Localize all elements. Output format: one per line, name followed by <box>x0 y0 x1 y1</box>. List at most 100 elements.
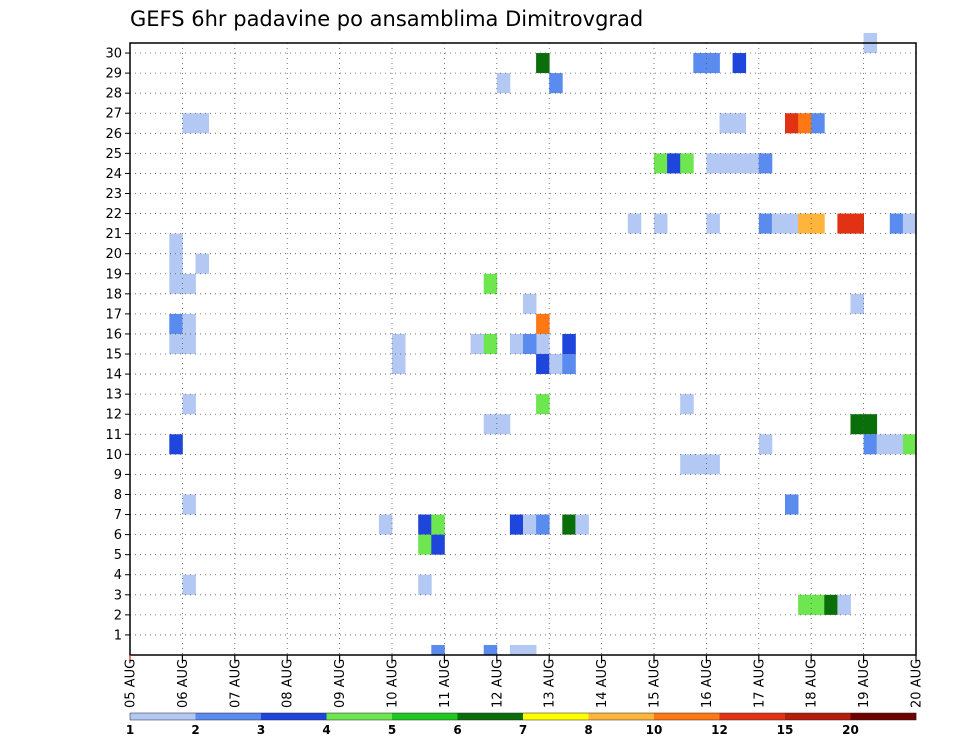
x-tick-label: 10 AUG <box>386 659 401 708</box>
heatmap-cell <box>667 153 681 174</box>
y-tick-label: 21 <box>105 227 122 242</box>
colorbar-label: 2 <box>191 723 199 737</box>
heatmap-cell <box>169 253 183 274</box>
y-tick-label: 2 <box>114 608 122 623</box>
heatmap-cell <box>483 414 498 435</box>
heatmap-cell <box>654 153 668 174</box>
heatmap-cell <box>523 333 537 355</box>
y-tick-label: 28 <box>105 87 122 102</box>
heatmap-cell <box>523 514 537 535</box>
colorbar-label: 3 <box>257 723 265 737</box>
heatmap-cell <box>562 333 576 355</box>
colorbar-legend: 1 2 3 4 5 6 7 8 10 12 15 20 <box>126 712 917 737</box>
heatmap-cell <box>509 333 524 355</box>
heatmap-cell <box>680 153 694 174</box>
colorbar-label: 1 <box>126 723 134 737</box>
x-tick-label: 18 AUG <box>805 659 820 708</box>
heatmap-cell <box>536 333 550 355</box>
y-tick-label: 16 <box>105 327 122 342</box>
x-tick-label: 12 AUG <box>490 659 505 708</box>
x-tick-label: 13 AUG <box>543 659 558 708</box>
heatmap-cell <box>575 514 589 535</box>
heatmap-cell <box>850 293 864 314</box>
heatmap-cell <box>509 514 524 535</box>
heatmap-cell <box>431 514 445 535</box>
heatmap-cell <box>837 213 851 234</box>
heatmap-cell <box>785 213 799 234</box>
heatmap-cell <box>549 73 563 94</box>
heatmap-cell <box>182 313 196 334</box>
x-tick-label: 06 AUG <box>176 659 191 708</box>
heatmap-cell <box>824 594 838 615</box>
colorbar-label: 20 <box>842 723 859 737</box>
colorbar-label: 10 <box>646 723 663 737</box>
x-tick-label: 17 AUG <box>752 659 767 708</box>
y-tick-label: 18 <box>105 287 122 302</box>
heatmap-cell <box>693 53 707 74</box>
y-axis: 1234567891011121314151617181920212223242… <box>105 47 130 643</box>
y-tick-label: 7 <box>114 508 122 523</box>
plot-frame <box>129 42 917 656</box>
colorbar-frame <box>129 712 917 721</box>
y-tick-label: 6 <box>114 528 122 543</box>
heatmap-cell <box>732 53 747 74</box>
colorbar-swatch <box>654 713 720 720</box>
x-tick-label: 09 AUG <box>333 659 348 708</box>
y-tick-label: 9 <box>114 468 122 483</box>
heatmap-cell <box>798 594 812 615</box>
heatmap-cell <box>182 273 196 294</box>
heatmap-cell <box>169 273 183 294</box>
colorbar-label: 15 <box>777 723 794 737</box>
heatmap-cell <box>378 514 393 535</box>
y-tick-label: 29 <box>105 67 122 82</box>
y-tick-label: 13 <box>105 388 122 403</box>
heatmap-cell <box>719 153 733 174</box>
heatmap-cell <box>693 454 707 475</box>
heatmap-cell <box>536 354 550 375</box>
heatmap-cell <box>483 333 498 355</box>
heatmap-cell <box>496 414 511 435</box>
x-tick-label: 07 AUG <box>228 659 243 708</box>
heatmap-cell <box>758 153 773 174</box>
x-tick-label: 14 AUG <box>595 659 610 708</box>
x-tick-label: 11 AUG <box>438 659 453 708</box>
colorbar-label: 8 <box>584 723 592 737</box>
heatmap-cell <box>418 514 432 535</box>
heatmap-cell <box>483 644 498 655</box>
heatmap-cell <box>798 213 812 234</box>
heatmap-cell <box>811 213 825 234</box>
heatmap-cell <box>785 113 799 134</box>
heatmap-cell <box>536 514 550 535</box>
y-tick-label: 19 <box>105 267 122 282</box>
heatmap-cell <box>536 394 550 415</box>
heatmap-cell <box>902 434 917 455</box>
heatmap-cell <box>706 213 720 234</box>
y-tick-label: 23 <box>105 187 122 202</box>
colorbar-swatch <box>130 713 196 720</box>
colorbar-swatch <box>850 713 917 720</box>
heatmap-cell <box>719 113 733 134</box>
y-tick-label: 12 <box>105 408 122 423</box>
y-tick-label: 17 <box>105 307 122 322</box>
colorbar-label: 4 <box>322 723 330 737</box>
heatmap-cell <box>169 333 183 355</box>
colorbar-label: 5 <box>388 723 396 737</box>
heatmap-cell <box>536 53 550 74</box>
y-tick-label: 24 <box>105 167 122 182</box>
heatmap-cell <box>850 414 864 435</box>
heatmap-cell <box>732 153 747 174</box>
heatmap-cell <box>758 434 773 455</box>
heatmap-cell <box>837 594 851 615</box>
heatmap-cell <box>182 333 196 355</box>
heatmap-cell <box>889 213 904 234</box>
y-tick-label: 3 <box>114 588 122 603</box>
x-tick-label: 19 AUG <box>857 659 872 708</box>
heatmap-cell <box>182 574 196 595</box>
heatmap-cell <box>889 434 904 455</box>
heatmap-cell <box>654 213 668 234</box>
heatmap-cell <box>549 354 563 375</box>
colorbar-swatch <box>785 713 851 720</box>
y-tick-label: 25 <box>105 147 122 162</box>
y-tick-label: 1 <box>114 628 122 643</box>
